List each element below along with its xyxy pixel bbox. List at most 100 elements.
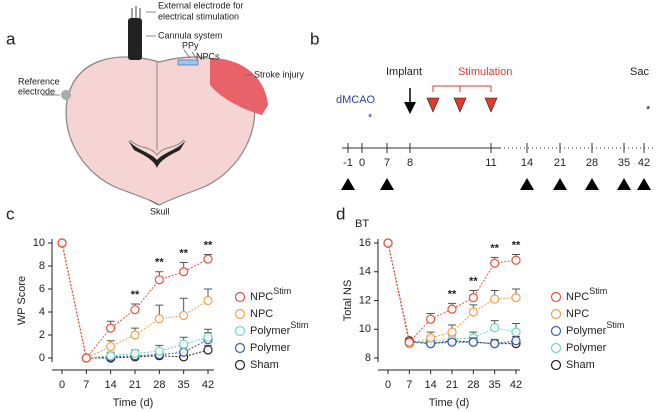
- data-point: [130, 305, 140, 315]
- bt-arrow: [341, 178, 355, 190]
- label: Stroke injury: [254, 69, 305, 79]
- legend-name: NPC: [566, 308, 589, 320]
- x-tick-label: 42: [202, 379, 214, 391]
- legend-marker: [234, 325, 246, 337]
- data-point: [106, 323, 116, 333]
- data-point: [447, 337, 457, 347]
- y-tick-label: 0: [39, 352, 45, 364]
- dmcao-star: *: [368, 112, 373, 124]
- data-point: [490, 323, 500, 333]
- data-point: [468, 307, 478, 317]
- annotation: **: [490, 242, 499, 254]
- label: External electrode for: [158, 0, 244, 10]
- bt-arrow: [617, 178, 631, 190]
- sac-star: *: [646, 104, 651, 116]
- x-tick-label: 0: [385, 379, 391, 391]
- x-axis-label: Time (d): [113, 397, 154, 409]
- x-tick-label: 7: [83, 379, 89, 391]
- legend-name: NPC: [250, 291, 273, 303]
- day-label: 21: [554, 157, 566, 169]
- bt-label: BT: [355, 218, 369, 230]
- data-point: [511, 336, 521, 346]
- chart: d 8 10 12 14 16 0 7 14 21 28 35 42 Total NS Time (d) **…: [336, 204, 624, 408]
- panel-a: a External electrode for electrical stim…: [6, 0, 305, 216]
- y-tick-label: 2: [39, 329, 45, 341]
- x-axis-label: Time (d): [429, 397, 470, 409]
- electrode-wires: [131, 6, 141, 18]
- ppy-patch: [177, 59, 199, 66]
- x-tick-label: 28: [153, 379, 165, 391]
- legend-marker: [234, 359, 246, 371]
- day-label: 42: [638, 157, 650, 169]
- data-point: [179, 310, 189, 321]
- legend-entry: Sham: [566, 359, 595, 371]
- legend-marker: [550, 359, 562, 371]
- panel-label: c: [6, 204, 15, 223]
- legend-marker: [234, 342, 246, 354]
- day-label: 35: [618, 157, 630, 169]
- midline: [129, 62, 185, 156]
- stimulation-label: Stimulation: [458, 66, 512, 78]
- bt-arrow: [585, 178, 599, 190]
- legend-entry: PolymerStim: [566, 320, 624, 337]
- panel-b: b dMCAO * Implant Stimulation Sac * BT -…: [310, 29, 656, 230]
- data-point: [130, 330, 140, 340]
- data-point: [154, 346, 164, 356]
- data-point: [81, 353, 91, 363]
- data-point: [468, 337, 478, 347]
- bt-arrow: [520, 178, 534, 190]
- y-tick-label: 8: [365, 352, 371, 364]
- label: electrical stimulation: [158, 11, 239, 21]
- label: NPCs: [196, 51, 220, 61]
- y-tick-label: 4: [39, 306, 45, 318]
- data-point: [511, 255, 521, 265]
- data-point: [447, 304, 457, 314]
- annotation: **: [512, 239, 521, 251]
- day-label: -1: [343, 157, 353, 169]
- legend-marker: [550, 308, 562, 320]
- y-tick-label: 10: [359, 323, 371, 335]
- legend-marker: [234, 308, 246, 320]
- stim-arrows: [426, 97, 498, 113]
- electrode-body: [128, 18, 142, 60]
- panel-label: d: [336, 204, 345, 223]
- data-point: [106, 341, 116, 352]
- data-point: [203, 345, 213, 355]
- panel-label: a: [6, 29, 16, 48]
- x-tick-label: 21: [446, 379, 458, 391]
- ventricles: [128, 140, 186, 168]
- legend-superscript: Stim: [273, 286, 291, 296]
- legend-marker: [550, 325, 562, 337]
- data-point: [106, 351, 116, 361]
- stim-bracket: [432, 85, 492, 92]
- legend-name: Polymer: [250, 325, 291, 337]
- chart: c 0 2 4 6 8 10 0 7 14 21 28 35 42 WP Score Time (d) ** **…: [6, 204, 308, 408]
- data-point: [154, 275, 164, 285]
- legend-entry: Sham: [250, 359, 279, 371]
- y-axis-label: WP Score: [16, 276, 28, 325]
- x-tick-label: 14: [425, 379, 437, 391]
- label: electrode: [18, 86, 55, 96]
- data-point: [426, 333, 436, 343]
- legend-entry: PolymerStim: [250, 320, 308, 337]
- legend-entry: NPC: [566, 308, 589, 320]
- data-point: [490, 294, 500, 304]
- x-tick-label: 7: [406, 379, 412, 391]
- x-tick-label: 35: [178, 379, 190, 391]
- legend-entry: Polymer: [250, 342, 291, 354]
- data-point: [203, 295, 213, 306]
- day-label: 8: [407, 157, 413, 169]
- day-label: 11: [485, 157, 496, 169]
- legend-name: Sham: [250, 359, 279, 371]
- label: Cannula system: [158, 30, 223, 40]
- data-point: [130, 348, 140, 358]
- leader-lines: [42, 11, 252, 206]
- panel-label: b: [310, 29, 319, 48]
- reference-electrode: [61, 90, 71, 100]
- data-point: [447, 327, 457, 337]
- data-point: [490, 339, 500, 349]
- legend-entry: NPCStim: [250, 286, 291, 303]
- dmcao-label: dMCAO: [336, 94, 376, 106]
- y-tick-label: 14: [359, 266, 371, 278]
